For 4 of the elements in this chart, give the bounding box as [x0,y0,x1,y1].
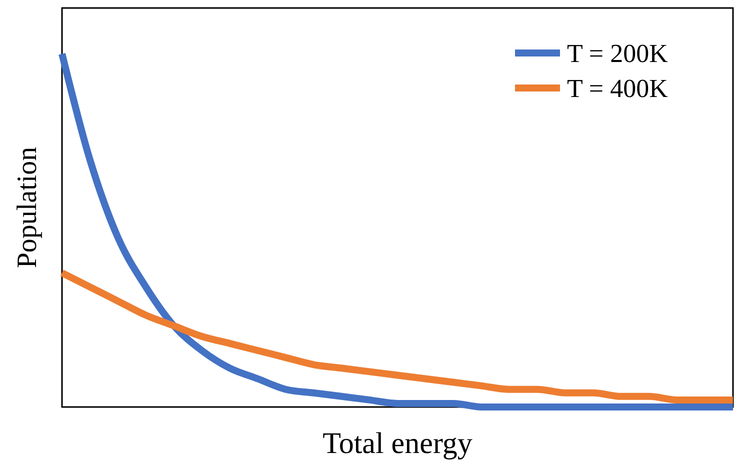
legend-label: T = 200K [567,39,668,68]
legend-label: T = 400K [567,74,668,103]
x-axis-title: Total energy [322,427,472,460]
y-axis-title: Population [12,146,43,268]
